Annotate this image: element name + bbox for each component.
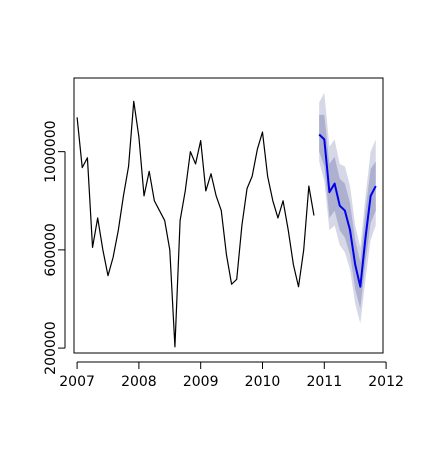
plot-area-frame [73,77,384,354]
y-tick-label: 600000 [43,223,59,276]
x-tick-label: 2011 [306,374,342,390]
y-tick-label: 200000 [43,321,59,374]
y-tick-label: 1000000 [43,120,59,182]
x-tick-label: 2012 [368,374,404,390]
x-tick-label: 2008 [121,374,157,390]
observed-series-line [76,100,315,348]
x-tick-label: 2010 [245,374,281,390]
forecast-series-line [318,133,377,288]
y-axis: 200000 600000 1000000 [43,120,66,375]
x-tick-label: 2007 [59,374,95,390]
x-tick-label: 2009 [183,374,219,390]
series-lines [76,100,377,348]
x-axis: 2007 2008 2009 2010 2011 2012 [59,361,404,390]
interval-80-band [319,114,376,309]
